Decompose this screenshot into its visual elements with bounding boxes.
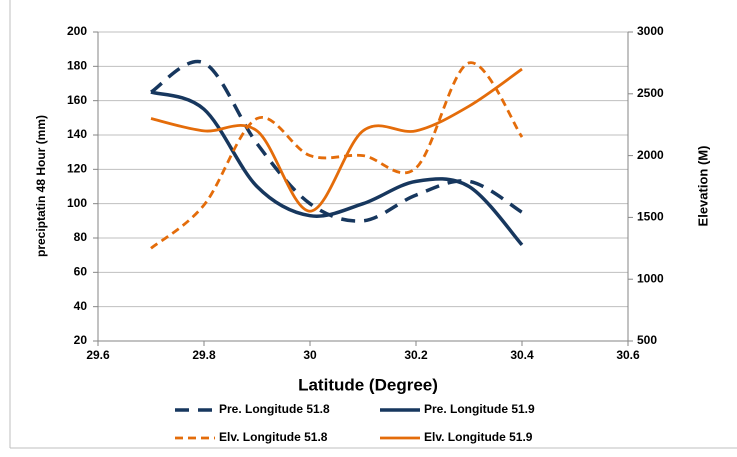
y2-tick-label: 2000 xyxy=(637,148,664,162)
x-axis-title: Latitude (Degree) xyxy=(298,375,438,394)
line-series xyxy=(150,67,523,213)
line-series xyxy=(150,61,524,250)
x-tick-label: 29.8 xyxy=(192,348,216,362)
y2-tick-label: 500 xyxy=(637,333,657,347)
y-tick-label: 100 xyxy=(67,196,87,210)
y2-axis-title: Elevation (M) xyxy=(695,146,710,227)
y-tick-label: 200 xyxy=(67,24,87,38)
legend-label: Pre. Longitude 51.9 xyxy=(424,402,535,416)
x-tick-label: 30.2 xyxy=(404,348,428,362)
y-tick-label: 120 xyxy=(67,162,87,176)
y2-tick-label: 3000 xyxy=(637,24,664,38)
x-tick-label: 30.6 xyxy=(616,348,640,362)
y-tick-label: 140 xyxy=(67,127,87,141)
legend-label: Elv. Longitude 51.9 xyxy=(424,430,533,444)
y-tick-label: 160 xyxy=(67,93,87,107)
line-series xyxy=(150,90,524,247)
x-tick-label: 29.6 xyxy=(86,348,110,362)
x-tick-label: 30.4 xyxy=(510,348,534,362)
y2-tick-label: 1500 xyxy=(637,210,664,224)
y-tick-label: 20 xyxy=(74,333,88,347)
line-series xyxy=(150,59,523,223)
y-tick-label: 80 xyxy=(74,230,88,244)
y-tick-label: 40 xyxy=(74,299,88,313)
y-tick-label: 180 xyxy=(67,59,87,73)
y2-tick-label: 2500 xyxy=(637,86,664,100)
legend-label: Pre. Longitude 51.8 xyxy=(219,402,330,416)
y-axis-title: preciptatin 48 Hour (mm) xyxy=(34,115,48,257)
x-tick-label: 30 xyxy=(303,348,317,362)
y2-tick-label: 1000 xyxy=(637,271,664,285)
legend-label: Elv. Longitude 51.8 xyxy=(219,430,328,444)
y-tick-label: 60 xyxy=(74,265,88,279)
